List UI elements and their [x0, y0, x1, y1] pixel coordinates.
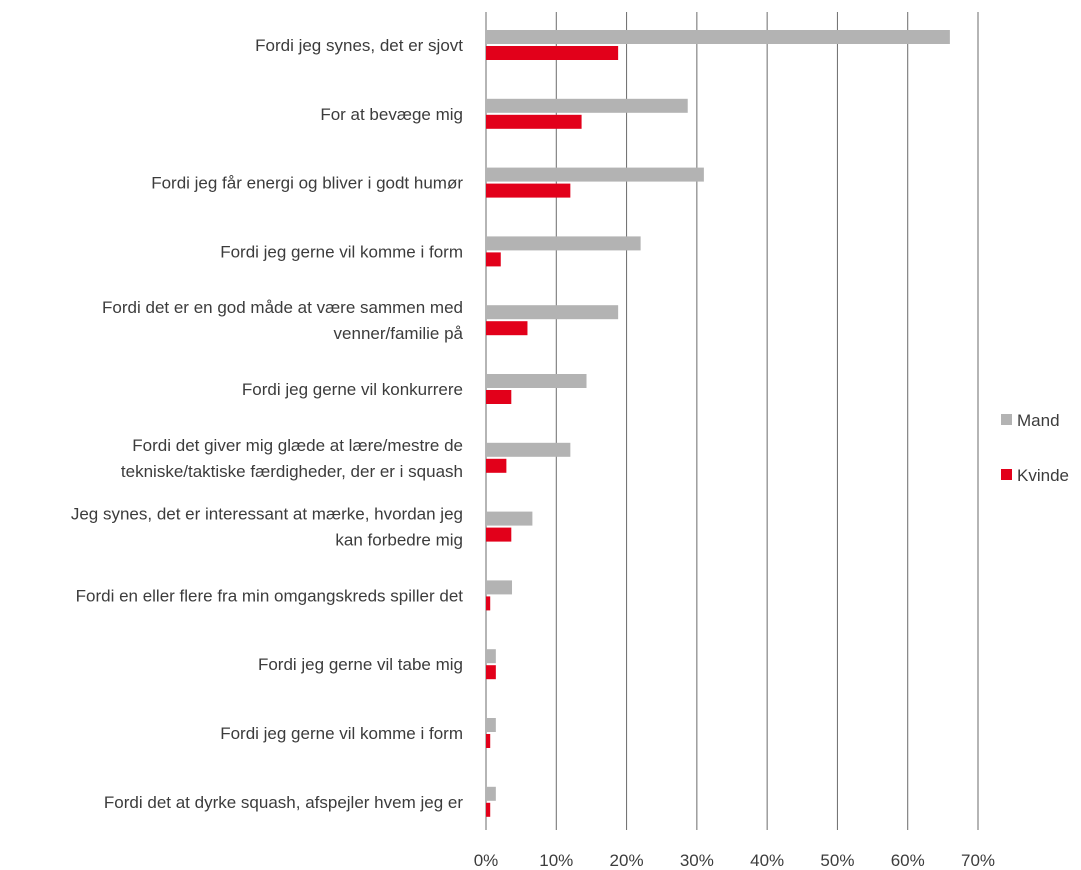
x-tick-label: 50%	[820, 851, 854, 870]
x-tick-label: 60%	[891, 851, 925, 870]
bar-kvinde-7	[486, 527, 512, 542]
x-tick-label: 0%	[474, 851, 499, 870]
bar-kvinde-11	[486, 802, 491, 817]
category-label: Fordi jeg synes, det er sjovt	[255, 36, 463, 55]
bar-mand-7	[486, 511, 533, 526]
x-tick-label: 70%	[961, 851, 995, 870]
bar-mand-0	[486, 30, 950, 44]
bars	[486, 30, 950, 817]
bar-mand-5	[486, 374, 587, 388]
bar-mand-4	[486, 305, 619, 320]
category-label: Jeg synes, det er interessant at mærke, …	[71, 505, 463, 550]
legend-swatch-mand	[1001, 414, 1012, 425]
bar-mand-2	[486, 167, 704, 182]
category-labels: Fordi jeg synes, det er sjovt For at bevæ…	[71, 36, 464, 812]
bar-kvinde-8	[486, 596, 491, 611]
bar-mand-8	[486, 580, 513, 595]
x-tick-label: 10%	[539, 851, 573, 870]
category-label: Fordi jeg får energi og bliver i godt hu…	[151, 174, 463, 193]
x-tick-label: 30%	[680, 851, 714, 870]
bar-mand-10	[486, 718, 496, 732]
category-label: Fordi en eller flere fra min omgangskred…	[76, 586, 464, 605]
gridlines	[485, 12, 979, 830]
category-label: Fordi det at dyrke squash, afspejler hve…	[104, 793, 463, 812]
legend-label-kvinde: Kvinde	[1017, 466, 1069, 485]
bar-mand-6	[486, 442, 571, 457]
legend: Mand Kvinde	[1001, 411, 1069, 485]
category-label: For at bevæge mig	[320, 105, 463, 124]
bar-mand-11	[486, 786, 496, 801]
bar-mand-3	[486, 236, 641, 251]
bar-kvinde-1	[486, 114, 582, 129]
bar-kvinde-4	[486, 321, 528, 336]
category-label: Fordi det er en god måde at være sammen …	[102, 298, 463, 343]
category-label: Fordi jeg gerne vil konkurrere	[242, 380, 463, 399]
bar-kvinde-0	[486, 46, 619, 60]
bar-kvinde-5	[486, 390, 512, 404]
legend-label-mand: Mand	[1017, 411, 1060, 430]
bar-mand-1	[486, 98, 688, 113]
x-axis-ticks: 0% 10% 20% 30% 40% 50% 60% 70%	[474, 851, 995, 870]
bar-kvinde-2	[486, 183, 571, 198]
category-label: Fordi det giver mig glæde at lære/mestre…	[121, 436, 463, 481]
bar-mand-9	[486, 649, 496, 664]
x-tick-label: 20%	[610, 851, 644, 870]
category-label: Fordi jeg gerne vil komme i form	[220, 724, 463, 743]
bar-kvinde-6	[486, 458, 507, 473]
bar-kvinde-10	[486, 734, 491, 748]
bar-kvinde-3	[486, 252, 501, 267]
category-label: Fordi jeg gerne vil komme i form	[220, 242, 463, 261]
legend-swatch-kvinde	[1001, 469, 1012, 480]
bar-kvinde-9	[486, 665, 496, 680]
x-tick-label: 40%	[750, 851, 784, 870]
category-label: Fordi jeg gerne vil tabe mig	[258, 655, 463, 674]
